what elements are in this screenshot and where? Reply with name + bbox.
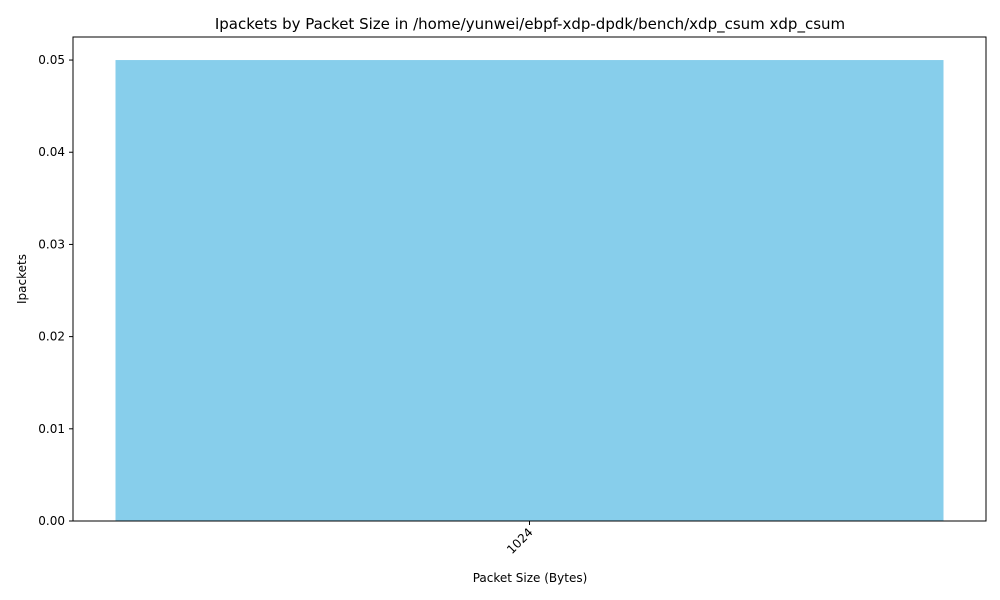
y-axis: 0.00 0.01 0.02 0.03 0.04 0.05 [38, 53, 73, 528]
y-tick-label: 0.05 [38, 53, 65, 67]
y-tick-label: 0.02 [38, 330, 65, 344]
y-tick-label: 0.00 [38, 514, 65, 528]
chart-title: Ipackets by Packet Size in /home/yunwei/… [215, 15, 845, 34]
y-tick-label: 0.04 [38, 145, 65, 159]
x-axis: 1024 [504, 521, 536, 557]
x-axis-label: Packet Size (Bytes) [473, 571, 588, 585]
x-tick-label: 1024 [504, 525, 535, 556]
bar-1024 [115, 60, 944, 522]
plot-area [115, 60, 944, 522]
y-tick-label: 0.03 [38, 237, 65, 251]
plot-frame [72, 36, 987, 522]
y-axis-label: Ipackets [15, 254, 29, 304]
y-tick-label: 0.01 [38, 422, 65, 436]
